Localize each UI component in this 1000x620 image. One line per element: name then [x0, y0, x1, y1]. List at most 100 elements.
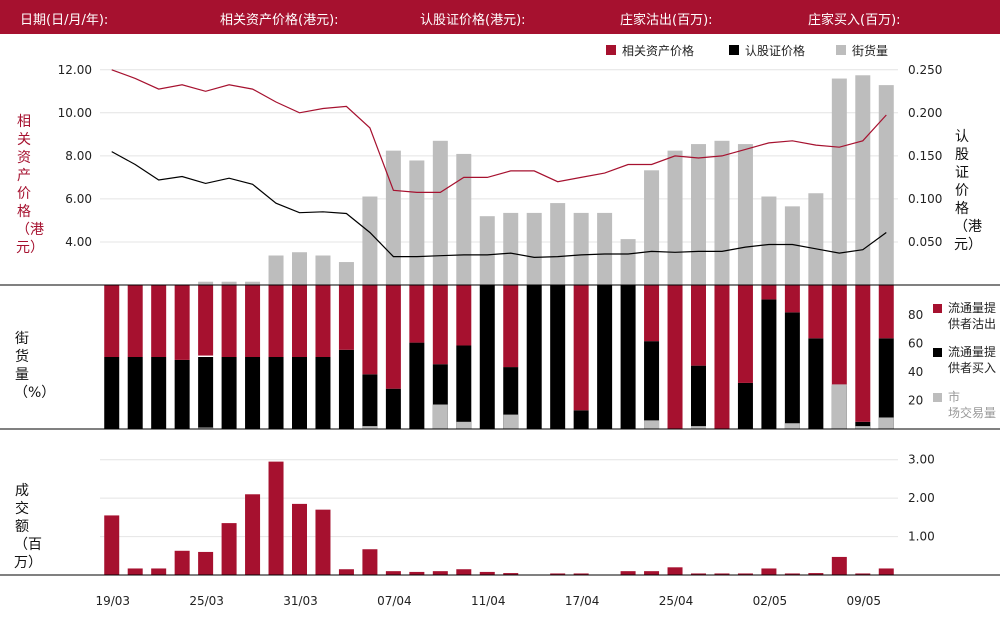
x-tick-label: 25/04: [659, 594, 694, 608]
mm-buy-bar: [878, 338, 894, 429]
market-bar: [878, 417, 894, 429]
legend-label: 街货量: [852, 43, 888, 58]
outstanding-bar: [456, 153, 472, 285]
mm-sell-bar: [855, 285, 871, 422]
mm-buy-bar: [784, 312, 800, 429]
turnover-bar: [550, 573, 566, 575]
outstanding-bar: [268, 255, 284, 285]
turnover-bar: [503, 573, 519, 575]
mm-buy-bar: [268, 357, 284, 429]
holders-tick-label: 20: [908, 393, 923, 407]
turnover-bar: [432, 571, 448, 575]
holders-legend-label: 流通量提: [948, 300, 996, 315]
mm-buy-bar: [761, 299, 777, 429]
mm-sell-bar: [644, 285, 660, 342]
turnover-bar: [784, 573, 800, 575]
holders-legend-swatch: [933, 304, 942, 313]
turnover-bar: [315, 509, 331, 575]
market-bar: [784, 423, 800, 429]
holders-tick-label: 80: [908, 308, 923, 322]
turnover-bar: [151, 568, 167, 575]
mm-sell-bar: [245, 285, 261, 357]
mm-sell-bar: [831, 285, 847, 386]
mm-buy-bar: [855, 421, 871, 429]
turnover-bar: [338, 569, 354, 575]
warrant-chart: 12.00 10.00 8.00 6.00 4.00 0.250 0.200 0.150 0.1…: [0, 43, 1000, 608]
mm-sell-bar: [198, 285, 214, 356]
mm-sell-bar: [292, 285, 307, 357]
mm-sell-bar: [315, 285, 331, 357]
turnover-bar: [292, 503, 307, 575]
outstanding-bar: [503, 212, 519, 285]
turnover-bar: [644, 571, 660, 575]
legend-label: 相关资产价格: [622, 43, 694, 58]
outstanding-bar: [714, 140, 730, 285]
left-axis-tick-label: 12.00: [58, 63, 92, 77]
market-bar: [831, 384, 847, 429]
x-tick-label: 07/04: [377, 594, 412, 608]
outstanding-bar: [362, 196, 378, 285]
outstanding-bar: [550, 203, 566, 285]
turnover-bar: [667, 567, 683, 575]
outstanding-bar: [315, 255, 331, 285]
mm-sell-bar: [878, 285, 894, 339]
date-label: 日期(日/月/年):: [20, 13, 109, 28]
holders-tick-label: 60: [908, 336, 923, 350]
mm-buy-bar: [385, 388, 401, 429]
outstanding-bar: [620, 239, 636, 285]
mm-buy-bar: [597, 285, 613, 429]
x-tick-label: 25/03: [189, 594, 224, 608]
turnover-bar: [761, 568, 777, 575]
mm-buy-bar: [620, 285, 636, 429]
holders-legend-label: 流通量提: [948, 344, 996, 359]
mm-sell-bar: [503, 285, 519, 368]
outstanding-axis-title: 街货量（%）: [14, 331, 56, 401]
legend-swatch: [729, 45, 739, 55]
mm-sell-bar: [221, 285, 237, 357]
holders-legend-label: 场交易量: [948, 405, 996, 420]
outstanding-bar: [526, 212, 542, 285]
holders-legend-swatch: [933, 393, 942, 402]
mm-buy-bar: [362, 374, 378, 429]
mm-sell-bar: [385, 285, 401, 389]
turnover-bar: [104, 515, 120, 575]
outstanding-bar: [198, 281, 214, 285]
turnover-bar: [878, 568, 894, 575]
turnover-bar: [245, 494, 261, 575]
x-tick-label: 02/05: [753, 594, 788, 608]
holders-legend-label: 供者沽出: [948, 317, 996, 331]
outstanding-bar: [409, 160, 425, 285]
turnover-bar: [808, 573, 824, 575]
x-tick-label: 31/03: [283, 594, 318, 608]
holders-legend-label: 供者买入: [948, 361, 996, 375]
mm-sell-bar: [151, 285, 167, 357]
outstanding-bar: [808, 193, 824, 285]
mm-buy-bar: [127, 357, 143, 429]
mm-buy-bar: [338, 349, 354, 429]
market-maker-buy-label: 庄家买入(百万):: [808, 13, 901, 28]
turnover-bar: [174, 550, 190, 575]
market-bar: [362, 426, 378, 429]
outstanding-bar: [597, 212, 613, 285]
mm-sell-bar: [338, 285, 354, 350]
outstanding-bar: [784, 206, 800, 285]
left-axis-tick-label: 6.00: [65, 192, 92, 206]
market-maker-sell-label: 庄家沽出(百万):: [620, 13, 713, 28]
market-bar: [644, 420, 660, 429]
outstanding-bar: [761, 196, 777, 285]
x-tick-label: 19/03: [95, 594, 130, 608]
turnover-bar: [268, 461, 284, 575]
turnover-bar: [737, 573, 753, 575]
outstanding-bar: [221, 281, 237, 285]
turnover-tick-label: 1.00: [908, 530, 935, 544]
mm-buy-bar: [198, 357, 214, 429]
outstanding-bar: [691, 144, 706, 285]
outstanding-bar: [245, 281, 261, 285]
market-bar: [855, 426, 871, 429]
right-axis-title: 认股证价格（港元）: [954, 129, 982, 253]
outstanding-bar: [855, 75, 871, 285]
turnover-bar: [479, 571, 495, 575]
legend-swatch: [606, 45, 616, 55]
turnover-bar: [855, 573, 871, 575]
market-bar: [456, 421, 472, 429]
